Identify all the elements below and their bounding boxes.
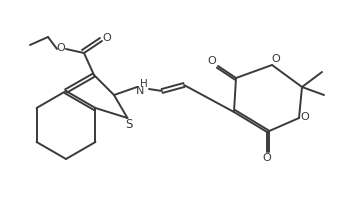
Text: S: S	[125, 118, 132, 131]
Text: O: O	[272, 54, 280, 64]
Text: N: N	[136, 86, 144, 96]
Text: H: H	[140, 79, 148, 89]
Text: O: O	[262, 153, 271, 163]
Text: O: O	[103, 33, 111, 43]
Text: O: O	[301, 112, 309, 122]
Text: O: O	[208, 56, 216, 66]
Text: O: O	[57, 43, 65, 53]
